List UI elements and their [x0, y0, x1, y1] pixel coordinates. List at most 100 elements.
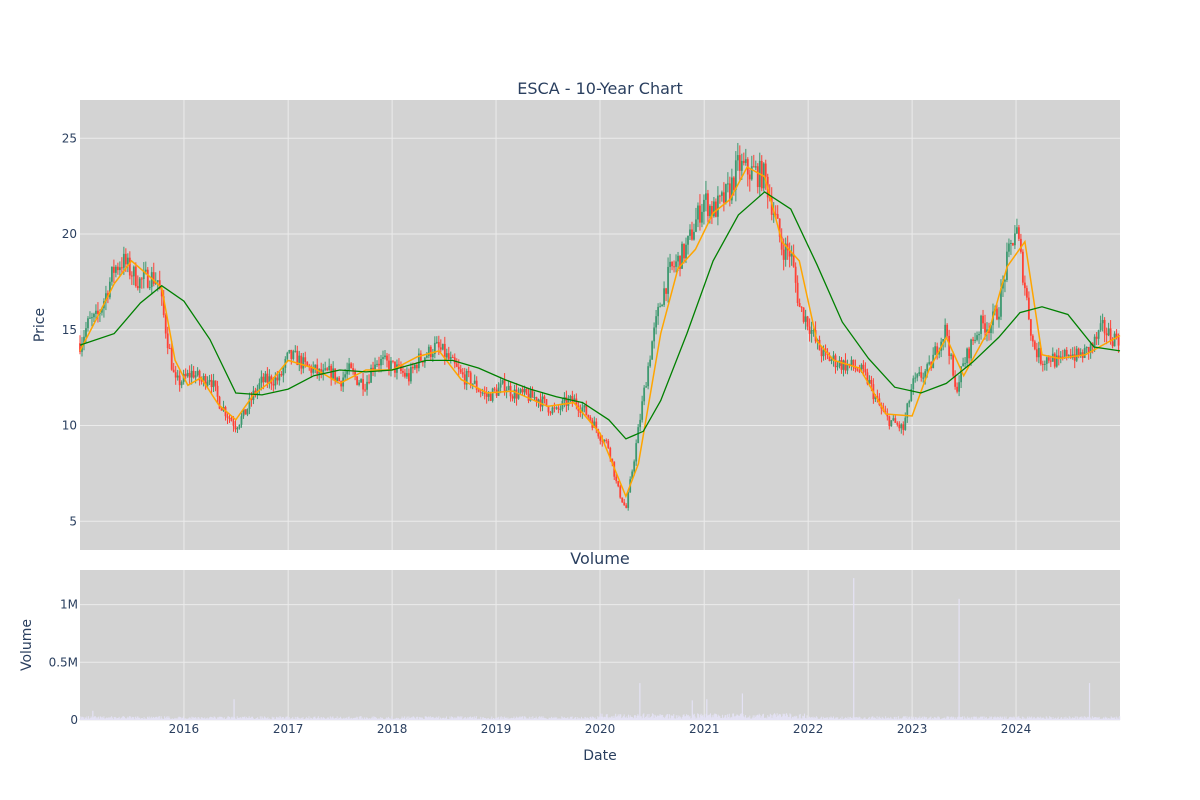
volume-bar: [310, 717, 312, 720]
volume-bar: [534, 717, 536, 720]
volume-bar: [182, 717, 184, 720]
volume-bar: [815, 716, 817, 720]
volume-bar: [726, 717, 728, 720]
candle-body: [358, 382, 360, 385]
volume-bar: [258, 718, 260, 720]
volume-bar: [609, 717, 611, 720]
candle-body: [938, 350, 941, 355]
volume-bar: [929, 717, 931, 720]
volume-bar: [756, 715, 758, 720]
volume-bar: [634, 715, 636, 720]
volume-bar: [117, 717, 119, 720]
volume-bar: [370, 718, 372, 720]
candle-body: [402, 370, 404, 373]
volume-bar: [792, 716, 794, 720]
volume-bar: [1018, 716, 1020, 720]
volume-bar: [116, 718, 118, 720]
volume-bar: [110, 717, 112, 720]
volume-bar: [1049, 716, 1051, 720]
volume-bar: [895, 718, 897, 720]
volume-bar: [712, 717, 714, 720]
volume-bar: [648, 713, 650, 720]
volume-bar: [369, 718, 371, 720]
volume-bar: [645, 716, 647, 720]
volume-bar: [141, 717, 143, 720]
volume-bar: [978, 717, 980, 720]
volume-bar: [1031, 716, 1033, 720]
volume-bar: [525, 717, 527, 720]
volume-bar: [887, 717, 889, 720]
volume-bar: [825, 717, 827, 720]
candle-body: [276, 377, 279, 381]
volume-bar: [750, 718, 752, 720]
volume-bar: [643, 713, 645, 720]
volume-bar: [427, 717, 429, 720]
volume-bar: [594, 717, 596, 720]
volume-bar: [523, 716, 525, 720]
volume-bar: [854, 717, 856, 720]
volume-bar: [956, 718, 958, 720]
volume-bar: [219, 716, 221, 720]
volume-bar: [934, 717, 936, 720]
volume-bar: [545, 718, 547, 720]
volume-bar: [763, 717, 765, 720]
candle-body: [475, 380, 478, 390]
volume-bar: [1001, 717, 1003, 720]
candle-body: [1027, 297, 1030, 320]
volume-bar: [560, 718, 562, 720]
volume-bar: [823, 718, 825, 720]
volume-bar: [141, 718, 143, 720]
volume-bar: [474, 716, 476, 720]
volume-bar: [340, 718, 342, 720]
volume-bar: [275, 718, 277, 720]
volume-bar: [318, 717, 320, 720]
volume-bar: [256, 718, 258, 720]
candle-body: [501, 380, 504, 384]
volume-bar: [369, 718, 371, 720]
volume-bar: [780, 717, 782, 720]
volume-bar: [779, 714, 781, 720]
candle-body: [310, 366, 313, 373]
volume-bar: [1023, 718, 1025, 720]
volume-bar: [279, 716, 281, 720]
volume-bar: [616, 716, 618, 720]
volume-bar: [1077, 717, 1079, 720]
volume-bar: [698, 714, 700, 720]
volume-bar: [1108, 718, 1110, 720]
candle-body: [617, 481, 620, 487]
volume-bar: [618, 716, 620, 720]
candle-body: [625, 505, 628, 508]
volume-bar: [927, 718, 929, 720]
candle-body: [1093, 336, 1096, 346]
volume-bar: [349, 718, 351, 720]
candle-body: [868, 379, 871, 384]
volume-bar: [573, 718, 575, 720]
volume-bar: [465, 718, 467, 720]
candle-body: [178, 375, 181, 386]
volume-bar: [791, 718, 793, 720]
volume-bar: [468, 718, 470, 720]
volume-bar: [187, 718, 189, 720]
volume-bar: [1095, 717, 1097, 720]
candle-body: [296, 350, 299, 366]
volume-bar: [438, 716, 440, 720]
volume-bar: [295, 718, 297, 720]
volume-bar: [1104, 716, 1106, 720]
volume-bar: [561, 716, 563, 720]
volume-bar: [888, 718, 890, 720]
candle-body: [545, 398, 548, 406]
volume-bar: [226, 717, 228, 720]
volume-bar: [186, 719, 188, 720]
volume-bar: [422, 717, 424, 720]
volume-bar: [1107, 718, 1109, 720]
volume-bar: [842, 719, 844, 720]
volume-bar: [765, 717, 767, 720]
volume-bar: [246, 718, 248, 720]
candle-body: [354, 371, 356, 377]
volume-bar: [992, 717, 994, 720]
volume-bar: [124, 718, 126, 720]
volume-bar: [1028, 716, 1030, 720]
volume-bar: [176, 718, 178, 720]
volume-bar: [800, 718, 802, 720]
candle-body: [519, 389, 522, 393]
